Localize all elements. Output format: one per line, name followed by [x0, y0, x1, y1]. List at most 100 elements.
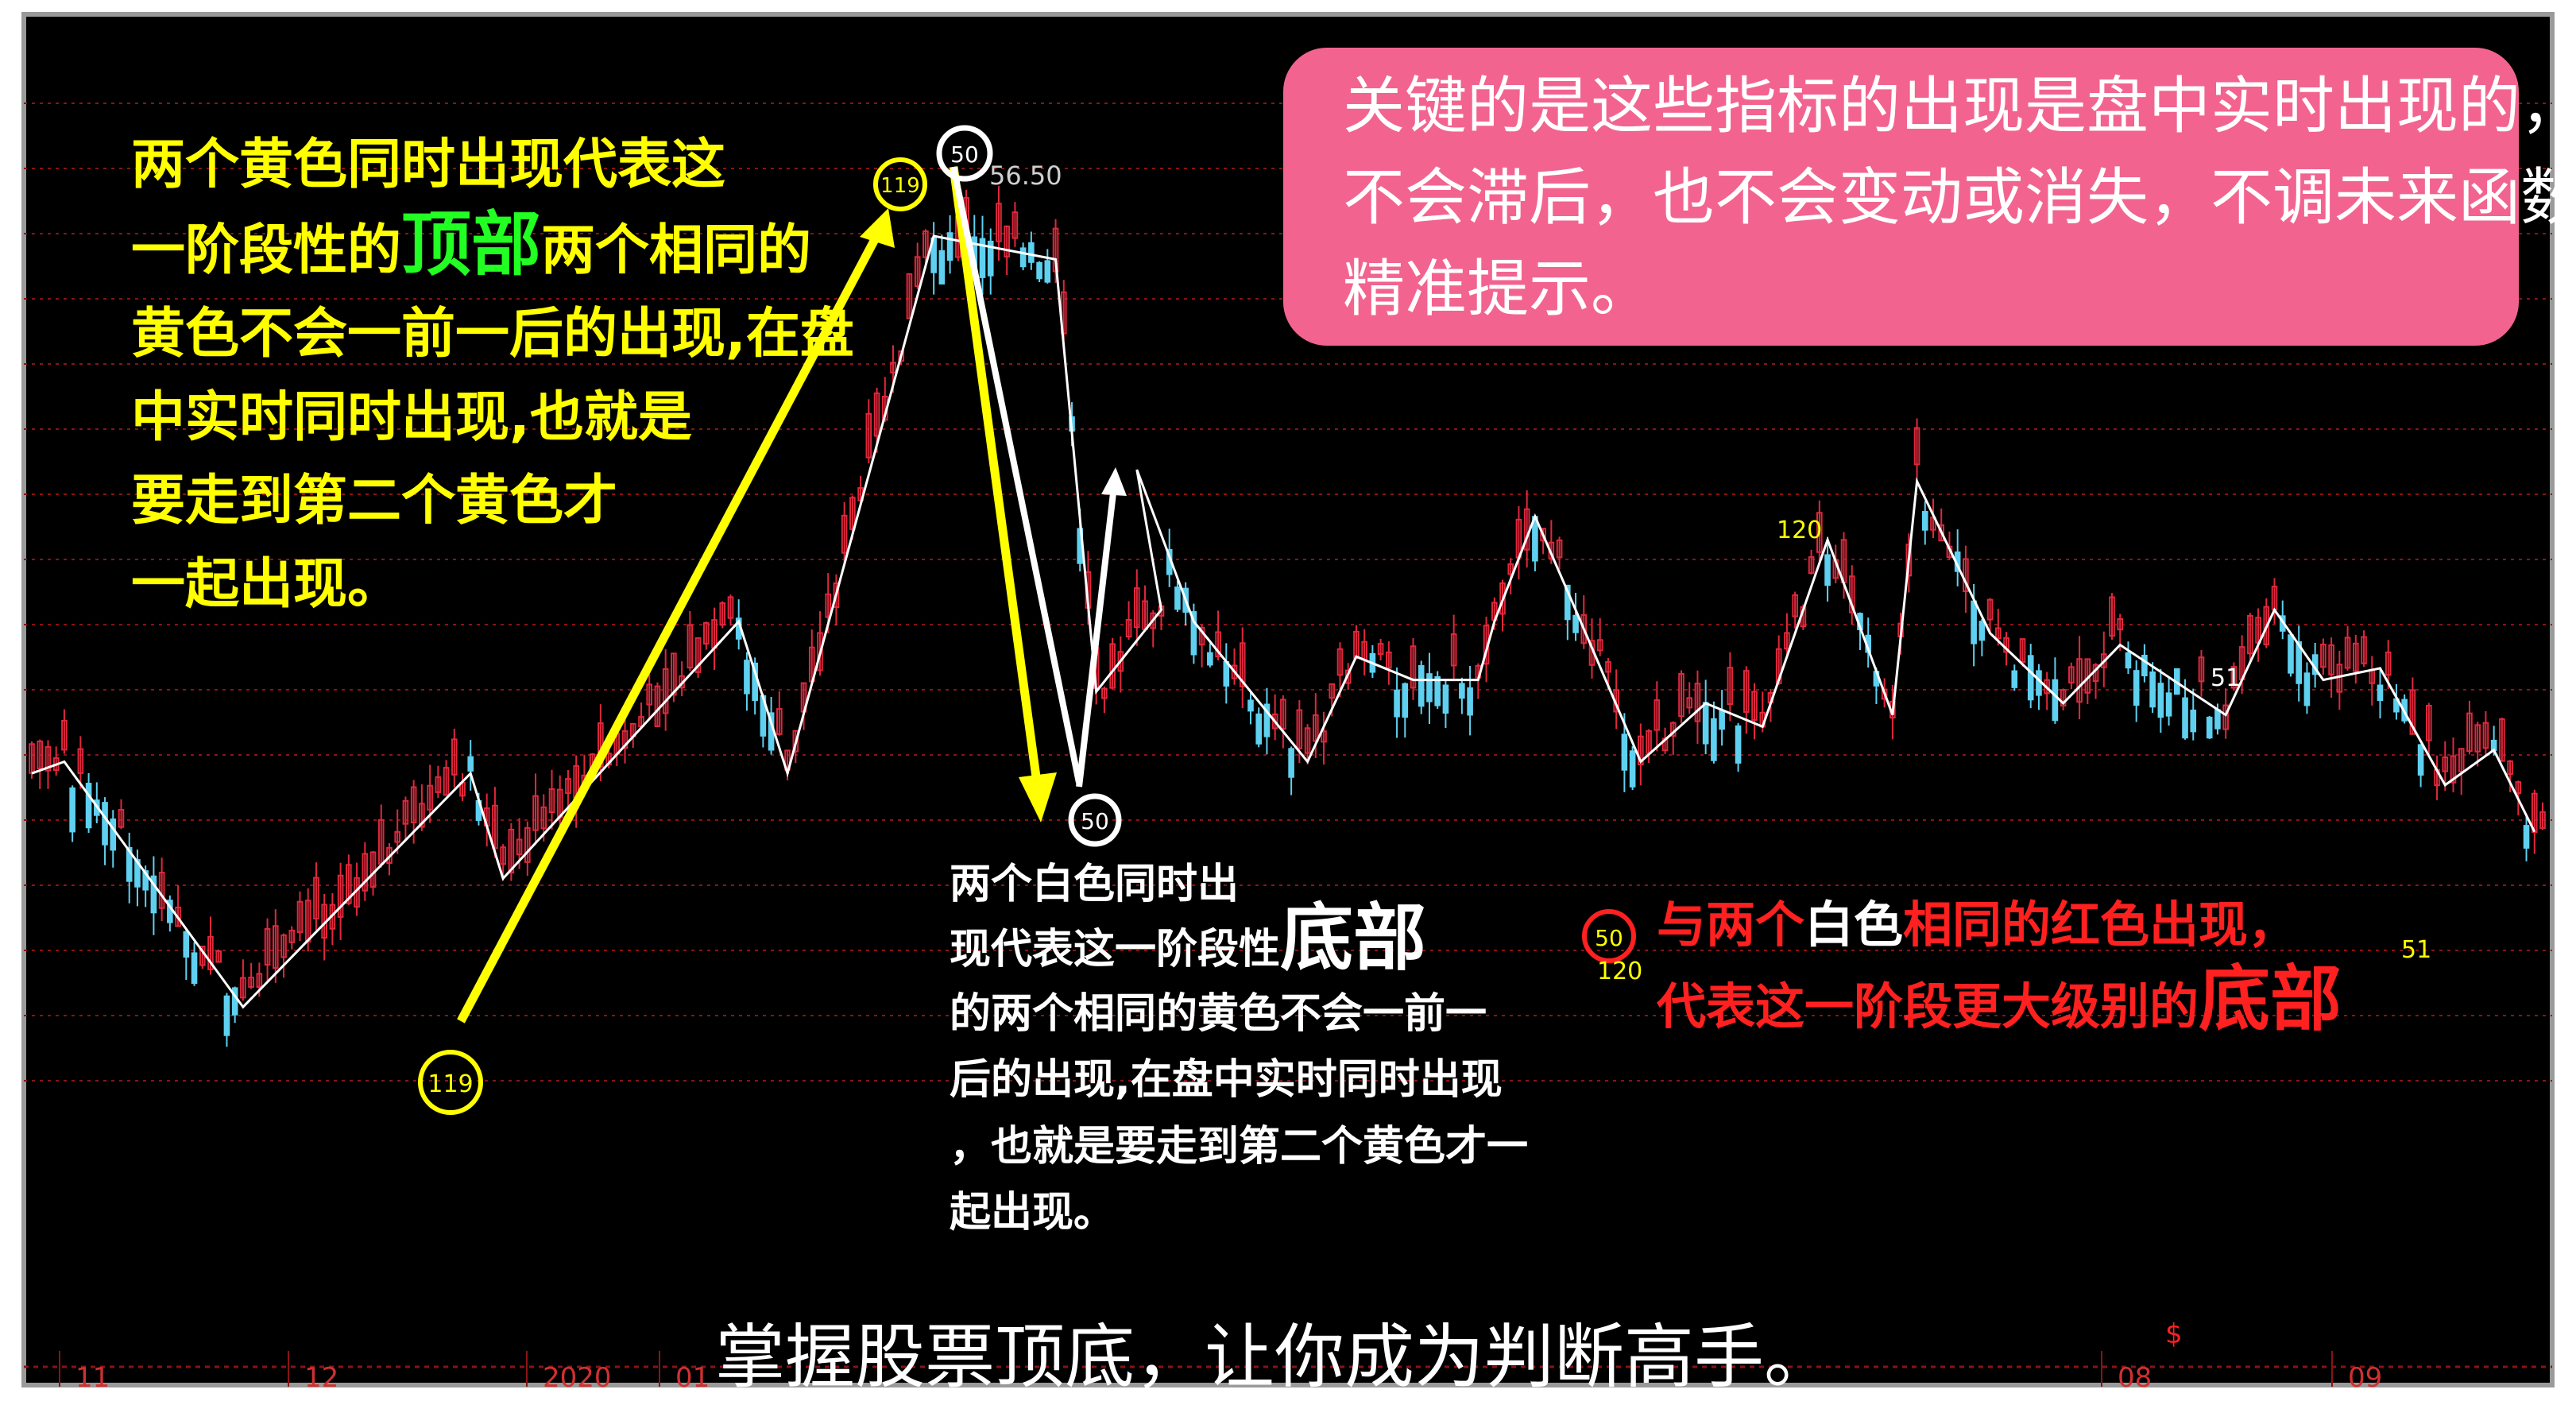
candle-body — [427, 784, 433, 811]
candle-body — [126, 846, 133, 882]
candle-body — [1986, 598, 1994, 621]
candle-body — [2198, 656, 2205, 683]
white-line-5: ，也就是要走到第二个黄色才一 — [950, 1123, 1528, 1171]
candle-body — [2230, 666, 2238, 689]
candle-body — [1719, 709, 1725, 730]
yellow-line-3: 黄色不会一前一后的出现,在盘 — [131, 303, 854, 366]
yellow-arrow-down — [949, 166, 1042, 784]
candle-body — [2361, 636, 2367, 664]
x-tick-label: 11 — [75, 1362, 110, 1394]
candle-body — [1596, 639, 1603, 652]
candle-body — [402, 799, 409, 825]
candle-body — [2149, 671, 2156, 708]
candle-body — [671, 652, 677, 696]
white-line-3: 的两个相同的黄色不会一前一 — [950, 990, 1487, 1038]
candle-body — [938, 250, 946, 284]
candle-body — [2190, 709, 2197, 733]
candle-body — [727, 596, 734, 619]
yellow-line-1: 两个黄色同时出现代表这 — [131, 134, 725, 196]
candle-body — [1499, 582, 1506, 615]
candle-body — [2409, 689, 2416, 735]
candle-body — [906, 273, 913, 319]
marker-50-bottom-circle — [1068, 793, 1122, 847]
candle-body — [1792, 594, 1798, 617]
x-tick-label: 01 — [675, 1362, 710, 1394]
white-line-4: 后的出现,在盘中实时同时出现 — [950, 1056, 1503, 1104]
candle-body — [362, 853, 369, 892]
candle-body — [1019, 247, 1027, 268]
candle-body — [2523, 825, 2530, 849]
candle-body — [1386, 651, 1392, 669]
x-axis: 11 12 2020 01 08 09 — [24, 1351, 2552, 1394]
candle-body — [2515, 781, 2522, 794]
candle-body — [77, 748, 84, 774]
candle-body — [44, 745, 52, 772]
white-arrow-up — [1076, 486, 1117, 788]
candle-body — [394, 830, 400, 843]
marker-51-yellow-label: 51 — [2401, 936, 2431, 964]
candlesticks — [29, 186, 2546, 1047]
candle-body — [2076, 658, 2083, 703]
candle-body — [2328, 644, 2334, 675]
candle-body — [2417, 744, 2424, 776]
candle-body — [1638, 735, 1644, 766]
candle-body — [1540, 528, 1546, 542]
candle-body — [1418, 665, 1425, 707]
candle-body — [183, 931, 190, 958]
candle-body — [1694, 683, 1701, 722]
candle-body — [1336, 648, 1344, 676]
candle-body — [2352, 642, 2359, 672]
candle-body — [979, 238, 986, 278]
candle-body — [1686, 697, 1693, 709]
candle-body — [2385, 651, 2392, 676]
marker-119-bottom-label: 119 — [427, 1070, 473, 1098]
candle-body — [946, 232, 953, 261]
candle-body — [1711, 718, 1717, 761]
marker-119-top-circle — [873, 157, 927, 211]
candle-body — [69, 787, 75, 833]
marker-50-red-label: 50 — [1595, 925, 1623, 951]
marker-119-top-label: 119 — [880, 174, 920, 198]
candle-body — [516, 838, 523, 856]
candle-body — [2060, 689, 2067, 707]
candle-body — [776, 708, 783, 735]
candle-body — [1231, 664, 1238, 679]
candle-body — [158, 872, 165, 909]
arrows — [457, 166, 1127, 1024]
candle-body — [1329, 683, 1336, 699]
candle-body — [1735, 725, 1742, 764]
candle-body — [1321, 730, 1327, 743]
candle-body — [2499, 718, 2505, 762]
candle-body — [1410, 645, 1417, 689]
candle-body — [1938, 524, 1945, 542]
white-arrow-up-head — [1101, 467, 1127, 496]
candle-body — [150, 875, 157, 914]
candle-body — [1117, 651, 1124, 672]
candle-body — [2182, 697, 2188, 739]
candle-body — [890, 362, 896, 373]
candle-body — [922, 230, 929, 258]
candle-body — [1678, 672, 1684, 718]
candle-body — [1255, 713, 1263, 745]
candle-body — [1125, 618, 1132, 638]
candle-body — [1304, 727, 1311, 754]
candle-body — [1654, 699, 1661, 731]
candle-body — [1450, 633, 1457, 667]
candle-body — [1816, 512, 1823, 553]
candle-body — [2320, 643, 2327, 668]
yellow-line-4: 中实时同时出现,也就是 — [131, 386, 692, 449]
candle-body — [2027, 655, 2034, 701]
candle-body — [1288, 748, 1294, 778]
yellow-line-5: 要走到第二个黄色才 — [131, 470, 617, 532]
candle-body — [1848, 575, 1855, 613]
price-label-56-50: 56.50 — [989, 161, 1062, 191]
x-tick-label: 08 — [2118, 1362, 2152, 1394]
candle-body — [2474, 724, 2481, 753]
candle-body — [2125, 652, 2132, 669]
marker-50-red-circle — [1582, 909, 1636, 963]
candle-body — [142, 870, 149, 891]
candle-body — [865, 412, 872, 459]
candle-body — [2288, 634, 2294, 674]
pink-annotation: 关键的是这些指标的出现是盘中实时出现的， 不会滞后，也不会变动或消失，不调未来函… — [1283, 48, 2576, 346]
candle-body — [296, 900, 304, 933]
